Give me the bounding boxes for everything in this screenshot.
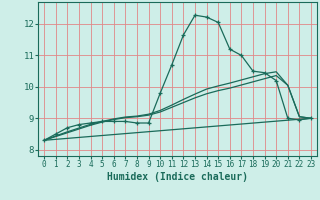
X-axis label: Humidex (Indice chaleur): Humidex (Indice chaleur) bbox=[107, 172, 248, 182]
